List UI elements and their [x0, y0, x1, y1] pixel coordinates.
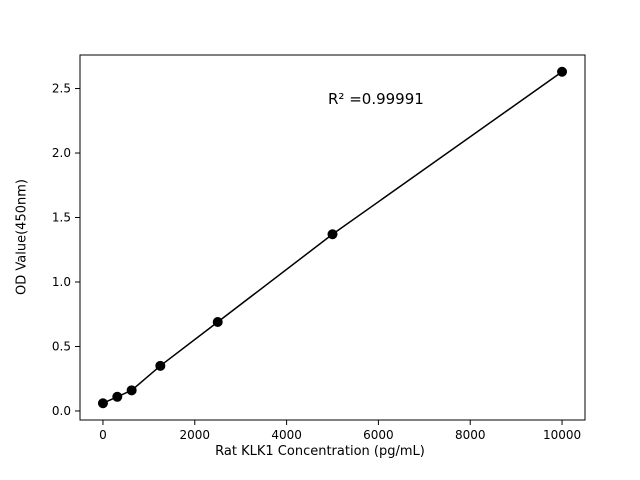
svg-text:0.5: 0.5	[52, 339, 71, 353]
svg-text:8000: 8000	[455, 428, 486, 442]
x-axis-label: Rat KLK1 Concentration (pg/mL)	[215, 444, 425, 459]
svg-text:6000: 6000	[363, 428, 394, 442]
svg-text:2000: 2000	[179, 428, 210, 442]
svg-text:4000: 4000	[271, 428, 302, 442]
svg-text:1.0: 1.0	[52, 275, 71, 289]
svg-text:2.5: 2.5	[52, 82, 71, 96]
r-squared-annotation: R² =0.99991	[328, 90, 424, 108]
svg-text:2.0: 2.0	[52, 146, 71, 160]
svg-text:1.5: 1.5	[52, 211, 71, 225]
svg-text:10000: 10000	[543, 428, 581, 442]
y-axis-label: OD Value(450nm)	[14, 179, 30, 295]
svg-text:0.0: 0.0	[52, 404, 71, 418]
svg-text:0: 0	[99, 428, 107, 442]
